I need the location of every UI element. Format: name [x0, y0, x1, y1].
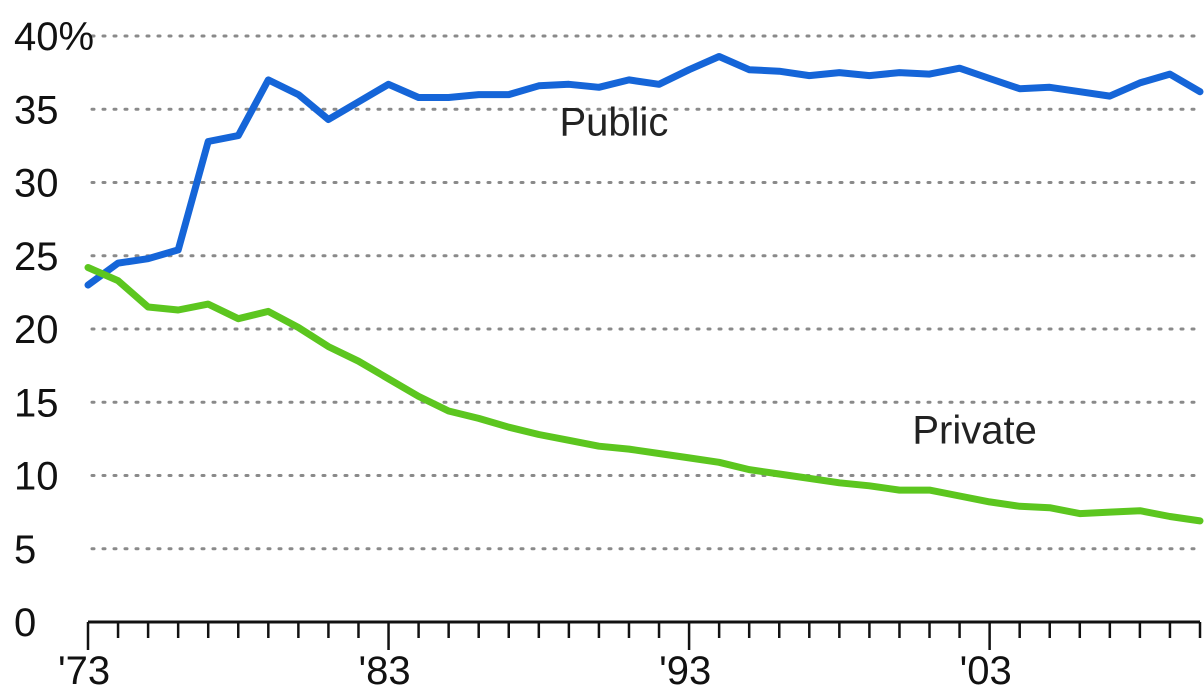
x-tick-label: '03 [960, 649, 1012, 690]
series-label-public: Public [559, 101, 668, 145]
gridlines [90, 34, 1202, 551]
x-tick-label: '83 [359, 649, 411, 690]
y-tick-label: 25 [14, 235, 59, 279]
series-labels: Public Private [559, 101, 1036, 453]
y-tick-label: 35 [14, 88, 59, 132]
series-line-public [84, 53, 1204, 289]
x-axis [86, 620, 1202, 650]
x-tick-label: '93 [659, 649, 711, 690]
y-tick-label: 0 [14, 601, 36, 645]
series-line-private [84, 264, 1204, 525]
y-tick-label: 15 [14, 381, 59, 425]
y-tick-label: 30 [14, 162, 59, 206]
y-tick-label: 5 [14, 528, 36, 572]
series-lines [84, 53, 1204, 525]
y-tick-label: 10 [14, 455, 59, 499]
y-tick-label: 20 [14, 308, 59, 352]
y-tick-label: 40% [14, 15, 94, 59]
y-axis-tick-labels: 0 5 10 15 20 25 30 35 40% [14, 15, 94, 645]
series-label-private: Private [912, 408, 1037, 452]
x-axis-tick-labels: '73 '83 '93 '03 [58, 649, 1012, 690]
x-tick-label: '73 [58, 649, 110, 690]
